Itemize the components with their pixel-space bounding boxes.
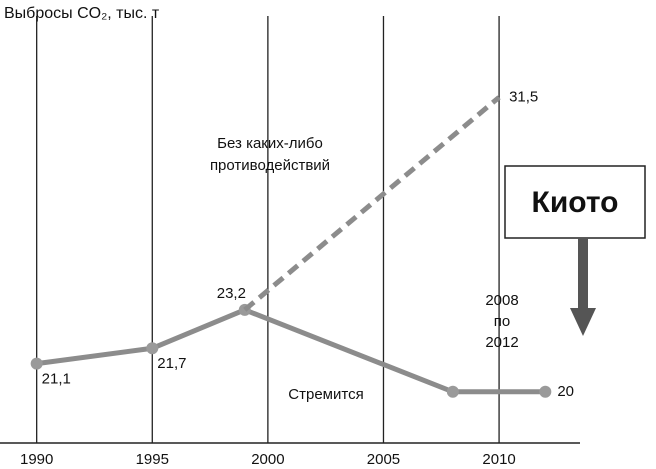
annotation: Стремится [288,386,363,403]
data-label: 21,7 [157,355,186,372]
arrow-shaft [578,238,588,310]
point [446,385,459,398]
point [146,342,159,355]
data-label: 23,2 [217,285,246,302]
annotation: Без каких-либо [217,135,323,152]
annotation: Киото [532,186,619,219]
point [30,357,43,370]
x-tick-label: 2010 [482,451,515,468]
chart-title: Выбросы CO₂, тыс. т [4,5,160,22]
data-label: 31,5 [509,88,538,105]
x-tick-label: 2000 [251,451,284,468]
x-tick-label: 1990 [20,451,53,468]
annotation: 2008 [485,292,518,309]
annotation: по [494,313,510,330]
x-tick-label: 1995 [136,451,169,468]
arrow-head [570,308,596,336]
x-tick-label: 2005 [367,451,400,468]
data-label: 20 [557,383,574,400]
point [539,385,552,398]
annotation: противодействий [210,157,330,174]
series-line [36,307,546,395]
annotation: 2012 [485,334,518,351]
series-line [243,95,501,312]
data-label: 21,1 [42,371,71,388]
kyoto-box [504,165,646,239]
